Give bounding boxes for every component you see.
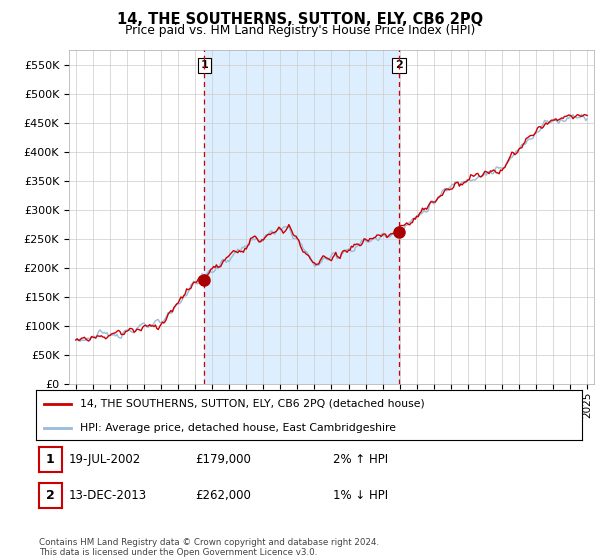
Text: 2: 2	[395, 60, 403, 71]
Text: £262,000: £262,000	[195, 489, 251, 502]
Text: 14, THE SOUTHERNS, SUTTON, ELY, CB6 2PQ (detached house): 14, THE SOUTHERNS, SUTTON, ELY, CB6 2PQ …	[80, 399, 424, 409]
Text: Contains HM Land Registry data © Crown copyright and database right 2024.
This d: Contains HM Land Registry data © Crown c…	[39, 538, 379, 557]
Text: 19-JUL-2002: 19-JUL-2002	[69, 452, 141, 466]
Text: 2: 2	[46, 489, 55, 502]
Text: Price paid vs. HM Land Registry's House Price Index (HPI): Price paid vs. HM Land Registry's House …	[125, 24, 475, 36]
Text: 2% ↑ HPI: 2% ↑ HPI	[333, 452, 388, 466]
Text: 1: 1	[200, 60, 208, 71]
Text: HPI: Average price, detached house, East Cambridgeshire: HPI: Average price, detached house, East…	[80, 423, 395, 433]
Bar	[205, 50, 399, 384]
Text: 1% ↓ HPI: 1% ↓ HPI	[333, 489, 388, 502]
Text: 1: 1	[46, 452, 55, 466]
Text: £179,000: £179,000	[195, 452, 251, 466]
Text: 14, THE SOUTHERNS, SUTTON, ELY, CB6 2PQ: 14, THE SOUTHERNS, SUTTON, ELY, CB6 2PQ	[117, 12, 483, 27]
Text: 13-DEC-2013: 13-DEC-2013	[69, 489, 147, 502]
